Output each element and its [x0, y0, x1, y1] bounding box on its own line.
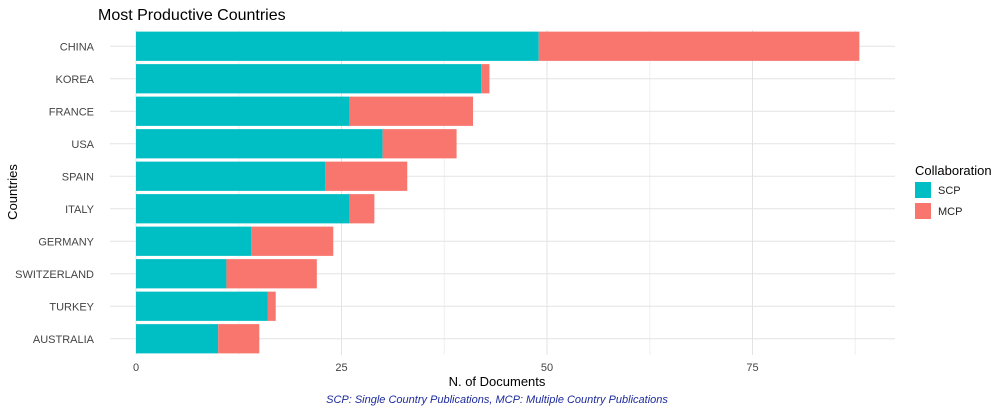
bar-mcp-switzerland [226, 259, 317, 289]
bar-scp-korea [136, 64, 482, 94]
y-tick-label: SPAIN [62, 171, 94, 183]
legend-swatch-scp [915, 182, 931, 198]
bar-mcp-korea [481, 64, 490, 94]
bar-mcp-germany [251, 226, 334, 256]
bar-scp-australia [136, 324, 219, 354]
legend-swatch-mcp [915, 203, 931, 219]
legend-title: Collaboration [915, 163, 992, 178]
bar-scp-china [136, 31, 539, 61]
y-tick-label: TURKEY [49, 301, 94, 313]
legend-label-scp: SCP [938, 185, 961, 197]
bar-mcp-australia [218, 324, 260, 354]
x-tick-label: 50 [541, 362, 553, 374]
legend-label-mcp: MCP [938, 206, 962, 218]
bar-mcp-france [349, 96, 474, 126]
x-tick-label: 0 [133, 362, 139, 374]
y-tick-label: GERMANY [38, 236, 94, 248]
bar-mcp-china [538, 31, 860, 61]
bar-scp-france [136, 96, 350, 126]
y-tick-label: KOREA [55, 74, 94, 86]
y-tick-label: CHINA [60, 41, 95, 53]
y-tick-label: FRANCE [49, 106, 94, 118]
bar-scp-switzerland [136, 259, 227, 289]
bar-mcp-usa [382, 129, 457, 159]
bar-mcp-spain [325, 161, 408, 191]
y-tick-labels: CHINA KOREA FRANCE USA SPAIN ITALY GERMANY SWIT… [15, 41, 95, 346]
y-tick-label: AUSTRALIA [33, 334, 95, 346]
chart-title: Most Productive Countries [98, 7, 286, 24]
bar-mcp-turkey [267, 291, 276, 321]
x-tick-labels: 0 25 50 75 [133, 362, 759, 374]
bars [136, 31, 860, 354]
bar-scp-spain [136, 161, 326, 191]
bar-scp-italy [136, 194, 350, 224]
legend: Collaboration SCP MCP [915, 163, 992, 219]
y-tick-label: USA [71, 139, 94, 151]
y-axis-title: Countries [5, 164, 20, 220]
y-tick-label: SWITZERLAND [15, 269, 94, 281]
caption: SCP: Single Country Publications, MCP: M… [326, 394, 668, 406]
bar-scp-germany [136, 226, 252, 256]
bar-scp-turkey [136, 291, 268, 321]
y-tick-label: ITALY [65, 204, 95, 216]
x-tick-label: 75 [746, 362, 758, 374]
bar-scp-usa [136, 129, 383, 159]
bar-mcp-italy [349, 194, 375, 224]
x-tick-label: 25 [335, 362, 347, 374]
x-axis-title: N. of Documents [449, 374, 546, 389]
